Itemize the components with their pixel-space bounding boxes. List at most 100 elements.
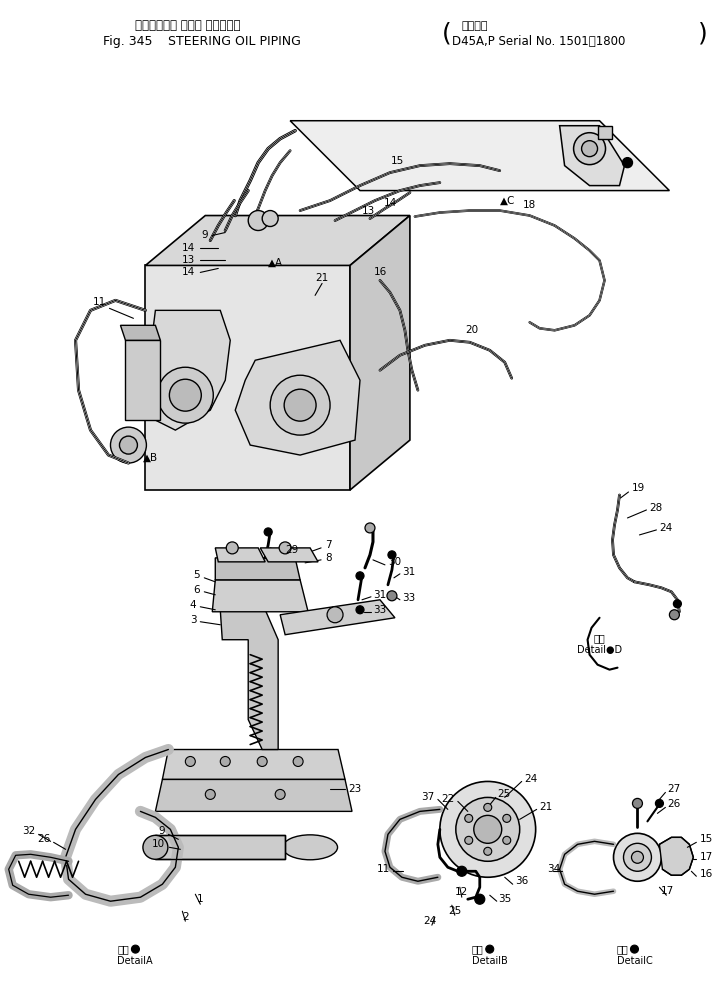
Circle shape [275,789,285,799]
Text: 31: 31 [402,567,415,577]
Circle shape [484,847,492,855]
Text: ステアリング オイル パイピング: ステアリング オイル パイピング [136,20,241,32]
Text: 25: 25 [497,789,511,799]
Ellipse shape [143,836,168,859]
Text: 8: 8 [325,552,332,563]
Polygon shape [146,215,410,265]
Text: 11: 11 [93,298,106,308]
Text: DetailC: DetailC [616,956,653,966]
Circle shape [356,606,364,613]
Text: 13: 13 [361,205,375,215]
Text: ▲C: ▲C [500,196,515,205]
Circle shape [465,814,473,823]
Text: 詳細: 詳細 [118,944,129,954]
Circle shape [632,798,642,808]
Polygon shape [156,836,285,859]
Circle shape [475,895,485,904]
Circle shape [264,528,272,536]
Text: 23: 23 [348,784,361,794]
Circle shape [457,866,466,876]
Circle shape [205,789,216,799]
Circle shape [157,368,213,423]
Text: 詳細: 詳細 [593,633,606,643]
Polygon shape [146,265,350,490]
Text: 詳細: 詳細 [472,944,484,954]
Text: D45A,P Serial No. 1501～1800: D45A,P Serial No. 1501～1800 [452,35,625,48]
Polygon shape [660,838,694,875]
Text: 20: 20 [465,325,478,335]
Circle shape [486,945,494,954]
Text: 16: 16 [373,267,386,277]
Text: 11: 11 [376,864,390,874]
Text: 31: 31 [373,590,386,600]
Circle shape [185,757,195,767]
Text: 16: 16 [699,869,712,879]
Text: 9: 9 [159,827,165,837]
Circle shape [365,523,375,533]
Text: 4: 4 [190,600,196,609]
Circle shape [503,837,510,844]
Polygon shape [260,548,318,562]
Circle shape [327,607,343,623]
Text: ▲A: ▲A [268,258,283,267]
Text: 5: 5 [194,570,200,580]
Text: 10: 10 [152,839,165,849]
Text: 9: 9 [202,230,208,241]
Text: 24: 24 [423,916,436,926]
Circle shape [284,389,316,421]
Polygon shape [290,121,669,191]
Circle shape [110,428,146,463]
Text: 36: 36 [515,876,528,887]
Text: 6: 6 [194,585,200,595]
Circle shape [484,803,492,811]
Circle shape [120,436,138,454]
Polygon shape [156,780,352,811]
Text: DetailA: DetailA [118,956,153,966]
Text: 18: 18 [523,200,536,209]
Circle shape [388,550,396,559]
Text: 13: 13 [182,256,195,265]
Text: (: ( [442,22,452,46]
Circle shape [582,141,598,156]
Text: 21: 21 [316,273,329,283]
Circle shape [655,799,663,807]
Circle shape [614,834,661,881]
Text: 15: 15 [699,835,712,844]
Circle shape [387,591,397,601]
Circle shape [226,542,238,553]
Circle shape [624,843,652,871]
Circle shape [474,815,502,843]
Text: STEERING OIL PIPING: STEERING OIL PIPING [169,35,301,48]
Circle shape [622,157,632,168]
Polygon shape [125,340,160,420]
Text: 35: 35 [497,895,511,904]
Polygon shape [162,749,345,780]
Polygon shape [212,580,308,611]
Polygon shape [216,558,300,580]
Text: 33: 33 [402,593,415,603]
Circle shape [574,133,606,164]
Circle shape [279,542,291,553]
Text: ▲B: ▲B [143,453,159,463]
Polygon shape [350,215,410,490]
Polygon shape [216,548,265,562]
Circle shape [630,945,639,954]
Circle shape [669,609,679,619]
Text: 17: 17 [699,852,712,862]
Text: 34: 34 [548,864,561,874]
Circle shape [131,945,139,954]
Circle shape [257,757,267,767]
Polygon shape [120,325,160,340]
Text: 28: 28 [650,503,663,513]
Polygon shape [280,600,395,635]
Text: 24: 24 [525,775,538,784]
Text: 27: 27 [668,784,681,794]
Text: 詳細: 詳細 [616,944,628,954]
Text: 適用号機: 適用号機 [462,21,488,30]
Polygon shape [598,126,611,139]
Polygon shape [559,126,624,186]
Text: ): ) [699,22,708,46]
Text: 30: 30 [388,556,401,567]
Text: 22: 22 [441,794,455,804]
Circle shape [465,837,473,844]
